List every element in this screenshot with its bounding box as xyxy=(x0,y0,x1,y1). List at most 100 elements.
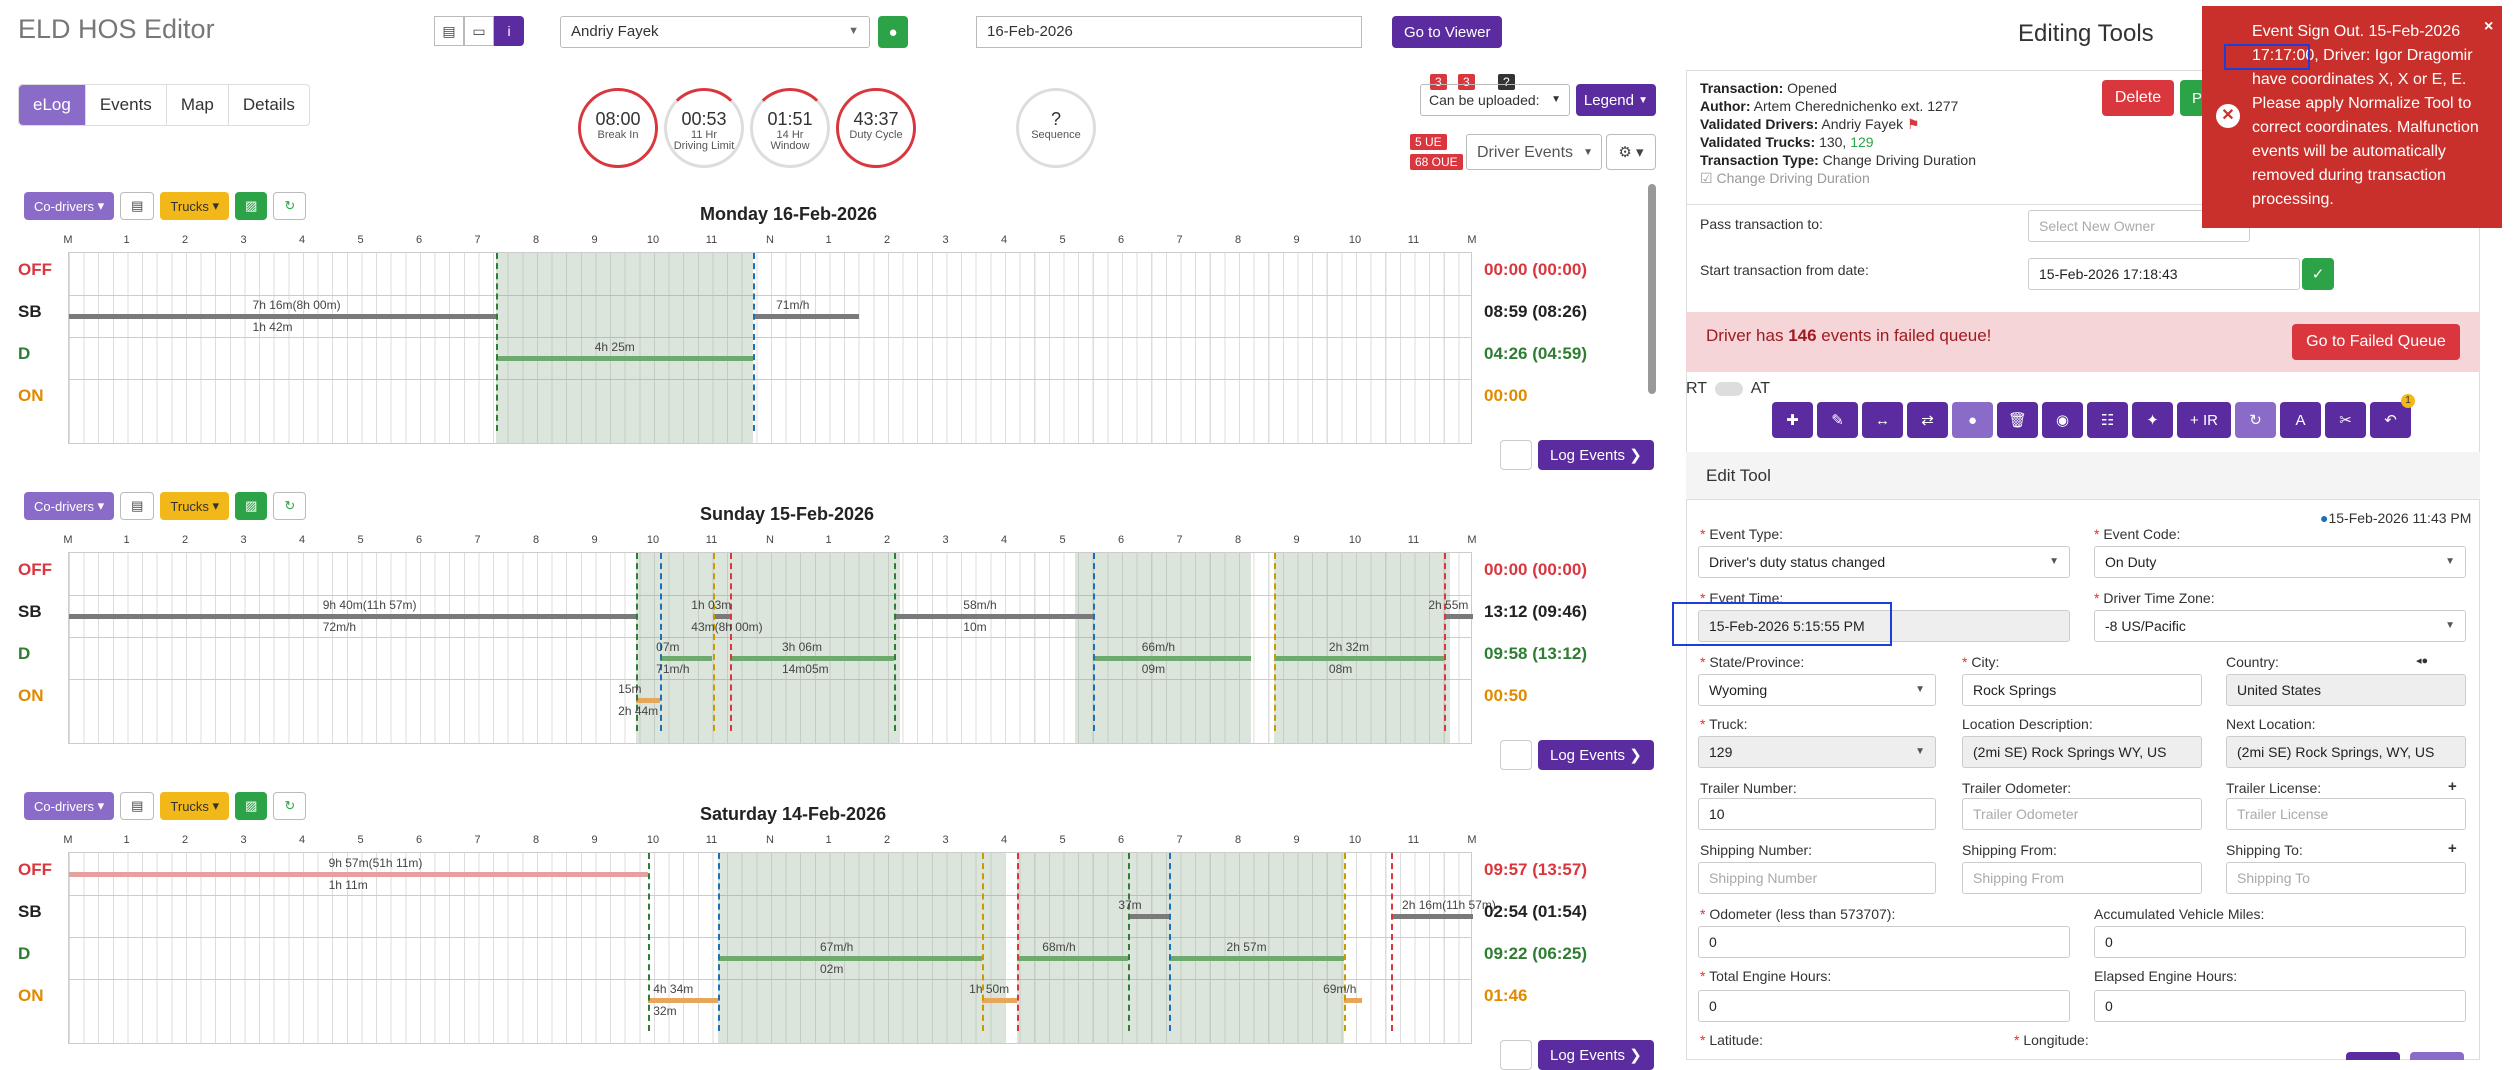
change-driving-duration-checkbox[interactable]: ☑ Change Driving Duration xyxy=(1700,170,1870,186)
delete-button[interactable]: Delete xyxy=(2102,80,2174,116)
event-marker[interactable] xyxy=(496,253,499,431)
columns-icon[interactable]: ☷ xyxy=(2087,402,2128,438)
duty-segment[interactable] xyxy=(69,314,497,319)
duty-segment[interactable] xyxy=(1016,956,1128,961)
event-marker[interactable] xyxy=(1443,553,1446,731)
trucks-button[interactable]: Trucks ▾ xyxy=(160,492,230,520)
scissors-icon[interactable]: ✂ xyxy=(2325,402,2366,438)
group-icon[interactable]: ◉ xyxy=(2042,402,2083,438)
codrivers-button[interactable]: Co-drivers ▾ xyxy=(24,792,115,820)
map-button[interactable] xyxy=(2346,1052,2400,1060)
duty-segment[interactable] xyxy=(730,656,894,661)
event-marker[interactable] xyxy=(712,553,715,731)
rt-at-toggle[interactable]: RT AT xyxy=(1686,380,1770,398)
event-marker[interactable] xyxy=(753,253,756,431)
truck-icon[interactable]: ▤ xyxy=(120,792,155,820)
user-icon[interactable]: ● xyxy=(878,16,908,48)
trucks-button[interactable]: Trucks ▾ xyxy=(160,192,230,220)
event-marker[interactable] xyxy=(659,553,662,731)
tab-elog[interactable]: eLog xyxy=(19,85,86,125)
event-marker[interactable] xyxy=(1016,853,1019,1031)
add-shipping-icon[interactable]: + xyxy=(2448,840,2457,857)
shipping-to-input[interactable]: Shipping To xyxy=(2226,862,2466,894)
tractor-icon[interactable]: ▨ xyxy=(235,492,268,520)
codrivers-button[interactable]: Co-drivers ▾ xyxy=(24,192,115,220)
duty-segment[interactable] xyxy=(1391,914,1473,919)
go-to-failed-queue-button[interactable]: Go to Failed Queue xyxy=(2292,324,2460,360)
pencil-icon[interactable]: ✎ xyxy=(1817,402,1858,438)
tractor-icon[interactable]: ▨ xyxy=(235,792,268,820)
duty-segment[interactable] xyxy=(718,956,982,961)
duty-segment[interactable] xyxy=(981,998,1017,1003)
refresh-icon[interactable]: ↻ xyxy=(2235,402,2276,438)
engine-hours-input[interactable]: 0 xyxy=(1698,990,2070,1022)
duty-segment[interactable] xyxy=(1443,614,1473,619)
resize-horizontal-icon[interactable]: ↔ xyxy=(1862,402,1903,438)
event-marker[interactable] xyxy=(730,553,733,731)
swap-icon[interactable]: ⇄ xyxy=(1907,402,1948,438)
state-select[interactable]: Wyoming ▼ xyxy=(1698,674,1936,706)
comment-icon[interactable] xyxy=(1500,1040,1532,1070)
duty-grid[interactable]: 7h 16m(8h 00m) 4h 25m 71m/h 1h 42m xyxy=(68,252,1472,444)
event-marker[interactable] xyxy=(1344,853,1347,1031)
tab-details[interactable]: Details xyxy=(242,95,295,114)
acc-miles-input[interactable]: 0 xyxy=(2094,926,2466,958)
trailer-license-input[interactable]: Trailer License xyxy=(2226,798,2466,830)
duty-segment[interactable] xyxy=(496,356,754,361)
user-icon[interactable]: ● xyxy=(1952,402,1993,438)
odometer-input[interactable]: 0 xyxy=(1698,926,2070,958)
location-icon[interactable]: ◂● xyxy=(2416,655,2429,667)
toggle-switch[interactable] xyxy=(1715,381,1744,396)
duty-segment[interactable] xyxy=(659,656,713,661)
tab-map[interactable]: Map xyxy=(167,85,229,125)
event-marker[interactable] xyxy=(1127,853,1130,1031)
duty-segment[interactable] xyxy=(1168,956,1345,961)
event-marker[interactable] xyxy=(981,853,984,1031)
tab-events[interactable]: Events xyxy=(86,85,167,125)
duty-segment[interactable] xyxy=(893,614,1093,619)
refresh-icon[interactable]: ↻ xyxy=(273,192,307,220)
event-marker[interactable] xyxy=(1168,853,1171,1031)
legend-button[interactable]: Legend ▼ xyxy=(1576,84,1656,116)
log-events-button[interactable]: Log Events ❯ xyxy=(1538,740,1654,770)
add-icon[interactable]: ✚ xyxy=(1772,402,1813,438)
log-events-button[interactable]: Log Events ❯ xyxy=(1538,1040,1654,1070)
event-marker[interactable] xyxy=(1274,553,1277,731)
shipping-from-input[interactable]: Shipping From xyxy=(1962,862,2202,894)
log-scrollbar[interactable] xyxy=(1648,184,1656,394)
location-desc-input[interactable]: (2mi SE) Rock Springs WY, US xyxy=(1962,736,2202,768)
truck-icon[interactable]: ▤ xyxy=(120,192,155,220)
event-marker[interactable] xyxy=(636,553,639,731)
duty-segment[interactable] xyxy=(69,614,637,619)
gear-icon[interactable]: ⚙ ▾ xyxy=(1606,134,1656,170)
event-time-input[interactable]: 15-Feb-2026 5:15:55 PM xyxy=(1698,610,2070,642)
text-format-icon[interactable]: A xyxy=(2280,402,2321,438)
duty-segment[interactable] xyxy=(1344,998,1362,1003)
driver-select[interactable]: Andriy Fayek ▼ xyxy=(560,16,870,48)
duty-segment[interactable] xyxy=(753,314,859,319)
event-code-select[interactable]: On Duty ▼ xyxy=(2094,546,2466,578)
driver-events-select[interactable]: Driver Events ▼ xyxy=(1466,134,1602,170)
start-transaction-input[interactable]: 15-Feb-2026 17:18:43 xyxy=(2028,258,2300,290)
trash-icon[interactable]: 🗑 xyxy=(1997,402,2038,438)
truck-icon[interactable]: ▤ xyxy=(120,492,155,520)
event-marker[interactable] xyxy=(1391,853,1394,1031)
comment-icon[interactable] xyxy=(1500,440,1532,470)
date-input[interactable]: 16-Feb-2026 xyxy=(976,16,1362,48)
document-icon[interactable]: ▤ xyxy=(434,16,464,46)
normalize-button[interactable] xyxy=(2410,1052,2464,1060)
duty-segment[interactable] xyxy=(636,698,660,703)
city-input[interactable]: Rock Springs xyxy=(1962,674,2202,706)
duty-segment[interactable] xyxy=(712,614,731,619)
duty-segment[interactable] xyxy=(1127,914,1169,919)
trailer-odometer-input[interactable]: Trailer Odometer xyxy=(1962,798,2202,830)
comment-icon[interactable] xyxy=(1500,740,1532,770)
next-location-input[interactable]: (2mi SE) Rock Springs, WY, US xyxy=(2226,736,2466,768)
elapsed-hours-input[interactable]: 0 xyxy=(2094,990,2466,1022)
event-marker[interactable] xyxy=(648,853,651,1031)
magic-wand-icon[interactable]: ✦ xyxy=(2132,402,2173,438)
log-events-button[interactable]: Log Events ❯ xyxy=(1538,440,1654,470)
info-icon[interactable]: i xyxy=(494,16,524,46)
trucks-button[interactable]: Trucks ▾ xyxy=(160,792,230,820)
duty-segment[interactable] xyxy=(648,998,719,1003)
